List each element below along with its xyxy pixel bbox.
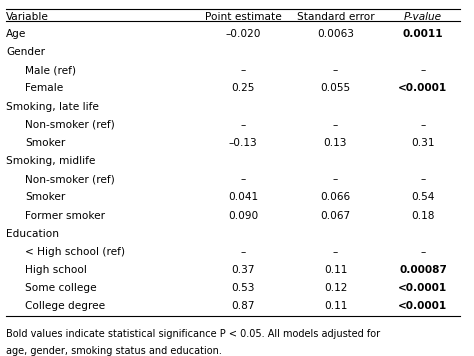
Text: 0.090: 0.090 xyxy=(228,210,258,220)
Text: 0.31: 0.31 xyxy=(411,138,435,148)
Text: 0.0063: 0.0063 xyxy=(317,29,354,39)
Text: –: – xyxy=(420,65,426,75)
Text: Former smoker: Former smoker xyxy=(25,210,105,220)
Text: < High school (ref): < High school (ref) xyxy=(25,247,125,257)
Text: <0.0001: <0.0001 xyxy=(398,283,447,293)
Text: –0.13: –0.13 xyxy=(229,138,258,148)
Text: –: – xyxy=(333,174,338,184)
Text: –: – xyxy=(420,174,426,184)
Text: 0.11: 0.11 xyxy=(324,265,347,275)
Text: Gender: Gender xyxy=(6,47,45,57)
Text: Bold values indicate statistical significance P < 0.05. All models adjusted for: Bold values indicate statistical signifi… xyxy=(6,329,380,339)
Text: Female: Female xyxy=(25,83,64,93)
Text: Smoker: Smoker xyxy=(25,138,65,148)
Text: –: – xyxy=(420,247,426,257)
Text: Variable: Variable xyxy=(6,12,49,22)
Text: <0.0001: <0.0001 xyxy=(398,301,447,311)
Text: 0.041: 0.041 xyxy=(228,192,258,202)
Text: Male (ref): Male (ref) xyxy=(25,65,76,75)
Text: age, gender, smoking status and education.: age, gender, smoking status and educatio… xyxy=(6,346,222,356)
Text: College degree: College degree xyxy=(25,301,106,311)
Text: 0.87: 0.87 xyxy=(231,301,255,311)
Text: Age: Age xyxy=(6,29,27,39)
Text: Standard error: Standard error xyxy=(297,12,374,22)
Text: 0.25: 0.25 xyxy=(232,83,255,93)
Text: 0.0011: 0.0011 xyxy=(403,29,443,39)
Text: <0.0001: <0.0001 xyxy=(398,83,447,93)
Text: Smoking, late life: Smoking, late life xyxy=(6,101,99,111)
Text: –: – xyxy=(333,65,338,75)
Text: 0.18: 0.18 xyxy=(411,210,435,220)
Text: –: – xyxy=(333,120,338,130)
Text: –0.020: –0.020 xyxy=(226,29,261,39)
Text: –: – xyxy=(241,174,246,184)
Text: 0.12: 0.12 xyxy=(324,283,347,293)
Text: Some college: Some college xyxy=(25,283,97,293)
Text: 0.13: 0.13 xyxy=(324,138,347,148)
Text: Smoking, midlife: Smoking, midlife xyxy=(6,156,95,166)
Text: High school: High school xyxy=(25,265,87,275)
Text: –: – xyxy=(420,120,426,130)
Text: 0.067: 0.067 xyxy=(320,210,350,220)
Text: Non-smoker (ref): Non-smoker (ref) xyxy=(25,120,115,130)
Text: 0.055: 0.055 xyxy=(320,83,350,93)
Text: –: – xyxy=(241,120,246,130)
Text: Point estimate: Point estimate xyxy=(205,12,282,22)
Text: Smoker: Smoker xyxy=(25,192,65,202)
Text: P-value: P-value xyxy=(404,12,442,22)
Text: 0.11: 0.11 xyxy=(324,301,347,311)
Text: Non-smoker (ref): Non-smoker (ref) xyxy=(25,174,115,184)
Text: –: – xyxy=(241,65,246,75)
Text: Education: Education xyxy=(6,229,59,239)
Text: 0.53: 0.53 xyxy=(231,283,255,293)
Text: 0.37: 0.37 xyxy=(231,265,255,275)
Text: –: – xyxy=(241,247,246,257)
Text: 0.00087: 0.00087 xyxy=(399,265,447,275)
Text: 0.54: 0.54 xyxy=(411,192,435,202)
Text: 0.066: 0.066 xyxy=(320,192,350,202)
Text: –: – xyxy=(333,247,338,257)
